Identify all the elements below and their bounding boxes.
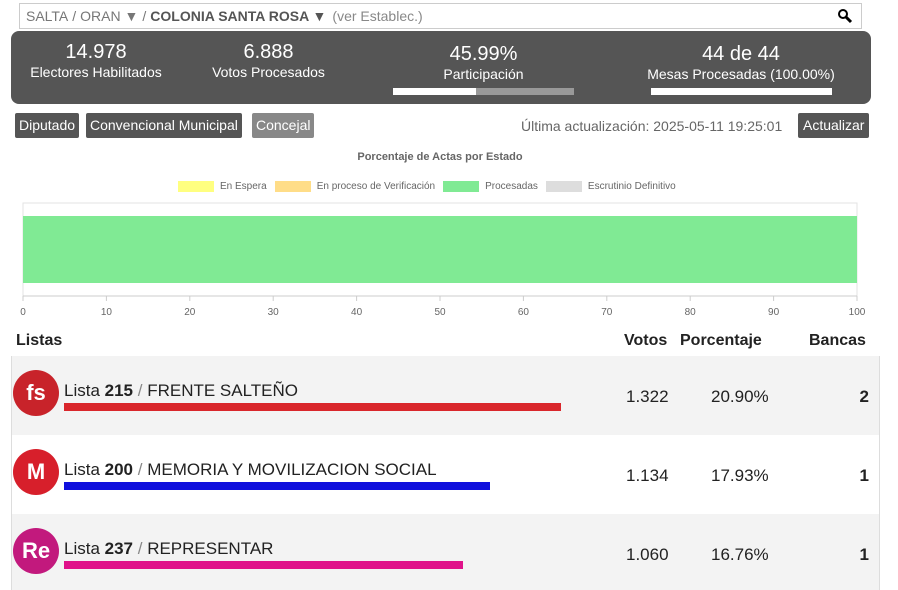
vote-share-bar — [64, 482, 491, 490]
results-table-header: Listas Votos Porcentaje Bancas — [0, 332, 898, 354]
party-logo: fs — [13, 370, 59, 416]
vote-share-bar — [64, 403, 561, 411]
vote-share-bar — [64, 561, 463, 569]
list-number: 237 — [104, 539, 134, 558]
x-tick-label: 90 — [768, 307, 780, 318]
mesas-progress-fill — [651, 88, 832, 95]
x-tick-label: 40 — [351, 307, 363, 318]
porcentaje-cell: 16.76% — [711, 545, 769, 564]
table-row[interactable]: M Lista 200 / MEMORIA Y MOVILIZACION SOCI… — [11, 435, 880, 514]
participacion-stat: 45.99% Participación — [411, 43, 556, 83]
legend-item[interactable]: En Espera — [178, 181, 267, 192]
legend-item[interactable]: En proceso de Verificación — [274, 181, 436, 192]
header-bancas: Bancas — [809, 332, 866, 349]
table-row[interactable]: Re Lista 237 / REPRESENTAR 1.060 16.76% 1 — [11, 514, 880, 590]
party-name: Lista 215 / FRENTE SALTEÑO — [64, 381, 298, 401]
list-number: 215 — [104, 381, 134, 400]
x-tick-label: 80 — [685, 307, 697, 318]
legend-swatch — [545, 181, 582, 192]
search-icon[interactable] — [837, 8, 853, 24]
chart-legend: En Espera En proceso de Verificación Proce… — [178, 181, 684, 192]
list-number: 200 — [104, 460, 134, 479]
tab-convencional-municipal[interactable]: Convencional Municipal — [86, 113, 242, 138]
mesas-stat: 44 de 44 Mesas Procesadas (100.00%) — [636, 43, 846, 83]
mesas-label: Mesas Procesadas (100.00%) — [647, 66, 835, 82]
list-separator: / — [133, 381, 148, 400]
party-name: Lista 237 / REPRESENTAR — [64, 539, 273, 559]
chart-title: Porcentaje de Actas por Estado — [357, 151, 523, 163]
legend-label: Escrutinio Definitivo — [587, 181, 676, 192]
votos-cell: 1.060 — [626, 545, 669, 564]
electores-value: 14.978 — [65, 41, 127, 63]
x-tick-label: 50 — [434, 307, 446, 318]
x-tick-label: 0 — [20, 307, 26, 318]
list-separator: / — [133, 539, 148, 558]
legend-swatch — [274, 181, 311, 192]
last-update-text: Última actualización: 2025-05-11 19:25:0… — [521, 118, 783, 134]
x-tick-label: 30 — [268, 307, 280, 318]
participacion-progress-fill — [393, 88, 477, 95]
view-establishments-link[interactable]: (ver Establec.) — [332, 8, 423, 24]
mesas-value: 44 de 44 — [702, 43, 780, 65]
bar-segment[interactable] — [23, 216, 857, 283]
participacion-value: 45.99% — [449, 43, 518, 65]
mesas-progress-bar — [651, 88, 832, 95]
votos-cell: 1.134 — [626, 466, 669, 485]
x-tick-label: 70 — [601, 307, 613, 318]
party-logo: M — [13, 449, 59, 495]
votos-label: Votos Procesados — [212, 64, 325, 80]
breadcrumb-locality[interactable]: COLONIA SANTA ROSA ▼ — [150, 8, 327, 24]
votos-cell: 1.322 — [626, 387, 669, 406]
location-breadcrumb: SALTA / ORAN ▼ / COLONIA SANTA ROSA ▼ (v… — [19, 3, 862, 29]
bancas-cell: 2 — [859, 387, 869, 406]
legend-label: Procesadas — [485, 181, 538, 192]
list-name: REPRESENTAR — [147, 539, 274, 558]
votos-stat: 6.888 Votos Procesados — [201, 41, 336, 81]
list-name: FRENTE SALTEÑO — [147, 381, 299, 400]
actas-status-chart: 0 10 20 30 40 50 60 70 80 90 100 — [20, 202, 866, 318]
x-tick-label: 20 — [184, 307, 196, 318]
stats-panel: 14.978 Electores Habilitados 6.888 Votos… — [11, 31, 871, 104]
header-listas: Listas — [16, 332, 63, 349]
list-prefix: Lista — [64, 460, 105, 479]
bancas-cell: 1 — [859, 466, 869, 485]
breadcrumb-department[interactable]: ORAN ▼ — [80, 8, 139, 24]
legend-label: En Espera — [220, 181, 267, 192]
electores-label: Electores Habilitados — [30, 64, 162, 80]
bancas-cell: 1 — [859, 545, 869, 564]
list-name: MEMORIA Y MOVILIZACION SOCIAL — [147, 460, 437, 479]
breadcrumb-separator: / — [142, 8, 147, 24]
participacion-progress-bar — [393, 88, 574, 95]
breadcrumb-separator: / — [72, 8, 77, 24]
x-tick-label: 60 — [518, 307, 530, 318]
legend-label: En proceso de Verificación — [316, 181, 436, 192]
party-logo: Re — [13, 528, 59, 574]
list-separator: / — [133, 460, 148, 479]
tab-concejal[interactable]: Concejal — [252, 113, 315, 138]
breadcrumb-province[interactable]: SALTA — [26, 8, 69, 24]
electores-stat: 14.978 Electores Habilitados — [21, 41, 171, 81]
porcentaje-cell: 17.93% — [711, 466, 769, 485]
table-row[interactable]: fs Lista 215 / FRENTE SALTEÑO 1.322 20.90% 2 — [11, 356, 880, 435]
legend-swatch — [178, 181, 214, 192]
header-porcentaje: Porcentaje — [680, 332, 762, 349]
participacion-label: Participación — [443, 66, 524, 82]
legend-swatch — [443, 181, 480, 192]
party-name: Lista 200 / MEMORIA Y MOVILIZACION SOCIA… — [64, 460, 437, 480]
x-tick-label: 100 — [849, 307, 866, 318]
porcentaje-cell: 20.90% — [711, 387, 769, 406]
list-prefix: Lista — [64, 539, 105, 558]
votos-value: 6.888 — [243, 41, 294, 63]
x-tick-label: 10 — [101, 307, 113, 318]
legend-item[interactable]: Procesadas — [443, 181, 538, 192]
header-votos: Votos — [624, 332, 668, 349]
list-prefix: Lista — [64, 381, 105, 400]
refresh-button[interactable]: Actualizar — [798, 113, 870, 138]
tab-diputado[interactable]: Diputado — [15, 113, 80, 138]
legend-item[interactable]: Escrutinio Definitivo — [545, 181, 676, 192]
